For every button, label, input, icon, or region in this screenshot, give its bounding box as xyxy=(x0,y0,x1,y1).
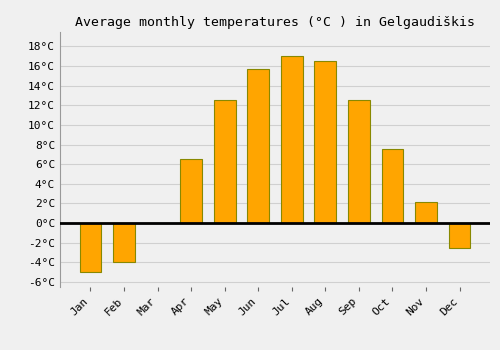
Bar xyxy=(348,100,370,223)
Title: Average monthly temperatures (°C ) in Gelgaudiškis: Average monthly temperatures (°C ) in Ge… xyxy=(75,16,475,29)
Bar xyxy=(248,69,269,223)
Bar xyxy=(281,56,302,223)
Bar xyxy=(382,149,404,223)
Bar xyxy=(415,202,437,223)
Bar xyxy=(448,223,470,248)
Bar xyxy=(214,100,236,223)
Bar xyxy=(113,223,135,262)
Bar xyxy=(80,223,102,272)
Bar xyxy=(314,61,336,223)
Bar xyxy=(180,159,202,223)
